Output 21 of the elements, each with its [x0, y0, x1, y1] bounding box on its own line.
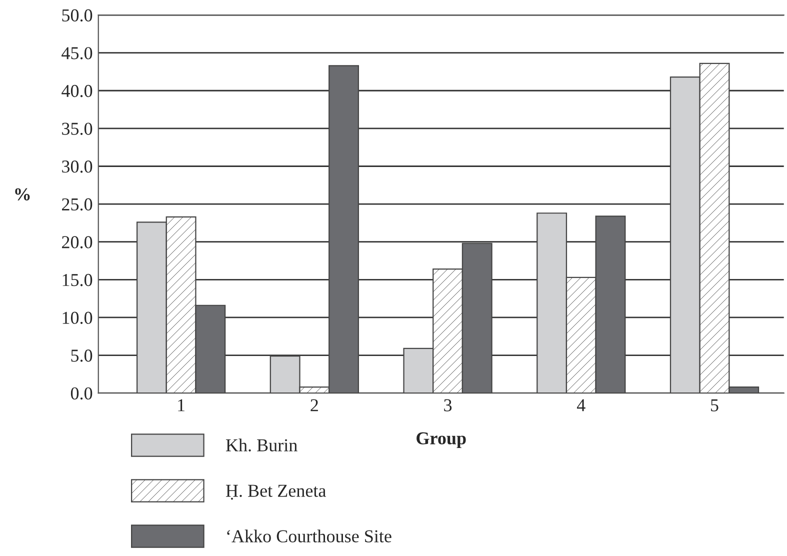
y-tick-label: 40.0: [62, 84, 92, 98]
x-tick-label: 3: [444, 399, 452, 412]
x-tick-label: 4: [576, 399, 586, 412]
y-tick-label: 20.0: [62, 236, 92, 248]
legend-label: Ḥ. Bet Zeneta: [226, 484, 326, 500]
y-tick-label: 10.0: [62, 312, 92, 324]
y-axis-title: %: [15, 188, 30, 200]
y-tick-label: 35.0: [62, 122, 92, 135]
y-tick-label: 50.0: [62, 9, 92, 22]
legend-label: Kh. Burin: [226, 438, 298, 452]
x-tick-label: 1: [178, 399, 184, 412]
y-tick-label: 15.0: [62, 274, 92, 286]
legend-label: ‘Akko Courthouse Site: [227, 530, 392, 542]
x-tick-label: 5: [711, 399, 718, 412]
y-tick-label: 25.0: [62, 198, 92, 211]
x-axis-title: Group: [416, 432, 466, 448]
y-tick-label: 5.0: [71, 350, 92, 362]
y-tick-label: 45.0: [62, 47, 92, 60]
y-tick-label: 0.0: [70, 387, 92, 400]
y-tick-label: 30.0: [62, 160, 92, 173]
x-tick-label: 2: [310, 399, 318, 412]
